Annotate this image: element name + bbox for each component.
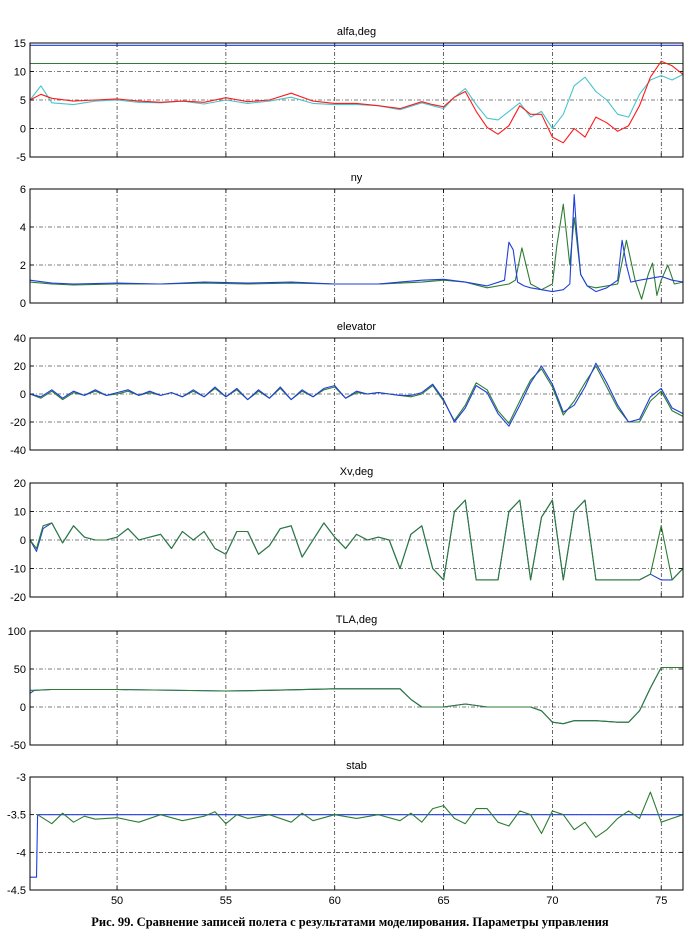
- y-tick-label: -20: [10, 592, 26, 604]
- x-tick-label: 50: [111, 895, 123, 907]
- series-line-cyan: [29, 73, 684, 130]
- series-line-green: [29, 365, 684, 424]
- x-tick-label: 60: [329, 895, 341, 907]
- y-tick-label: 50: [14, 664, 26, 676]
- y-tick-label: 0: [20, 298, 26, 310]
- series-line-green: [29, 203, 684, 300]
- y-tick-label: -3.5: [7, 810, 26, 822]
- y-tick-label: 20: [14, 361, 26, 373]
- y-tick-label: -4.5: [7, 885, 26, 897]
- y-tick-label: 2: [20, 260, 26, 272]
- x-tick-label: 55: [220, 895, 232, 907]
- y-tick-label: 20: [14, 478, 26, 490]
- chart-title: alfa,deg: [337, 26, 376, 38]
- plot-frame: [29, 42, 684, 158]
- y-tick-label: 5: [20, 95, 26, 107]
- y-tick-label: -50: [10, 740, 26, 752]
- y-tick-label: 6: [20, 184, 26, 196]
- x-tick-label: 65: [437, 895, 449, 907]
- y-tick-label: 0: [20, 389, 26, 401]
- chart-title: TLA,deg: [336, 614, 378, 626]
- series-line-green: [30, 666, 683, 725]
- y-tick-label: -5: [16, 152, 26, 164]
- plot-frame: [29, 337, 684, 451]
- figure-caption: Рис. 99. Сравнение записей полета с резу…: [91, 915, 609, 929]
- y-tick-label: -20: [10, 417, 26, 429]
- y-tick-label: 4: [20, 222, 26, 234]
- series-line-green: [37, 791, 684, 838]
- y-tick-label: 0: [20, 124, 26, 136]
- y-tick-label: 40: [14, 333, 26, 345]
- chart-title: Xv,deg: [340, 466, 373, 478]
- y-tick-label: -10: [10, 564, 26, 576]
- x-tick-label: 70: [546, 895, 558, 907]
- series-line-blue: [29, 194, 684, 293]
- y-tick-label: -3: [16, 772, 26, 784]
- y-tick-label: 10: [14, 67, 26, 79]
- y-tick-label: -4: [16, 847, 26, 859]
- chart-title: ny: [351, 172, 363, 184]
- y-tick-label: 0: [20, 702, 26, 714]
- y-tick-label: -40: [10, 445, 26, 457]
- series-line-blue: [30, 814, 683, 878]
- series-line-green: [29, 499, 684, 581]
- y-tick-label: 10: [14, 507, 26, 519]
- x-tick-label: 75: [655, 895, 667, 907]
- series-line-blue: [29, 666, 683, 725]
- plot-frame: [29, 482, 684, 598]
- series-line-red: [29, 60, 684, 144]
- plot-frame: [29, 776, 684, 891]
- plot-frame: [29, 188, 684, 304]
- series-line-blue: [29, 362, 684, 427]
- chart-title: elevator: [337, 321, 376, 333]
- plot-frame: [29, 630, 684, 746]
- y-tick-label: 15: [14, 38, 26, 50]
- chart-title: stab: [346, 760, 367, 772]
- y-tick-label: 0: [20, 535, 26, 547]
- y-tick-label: 100: [8, 626, 26, 638]
